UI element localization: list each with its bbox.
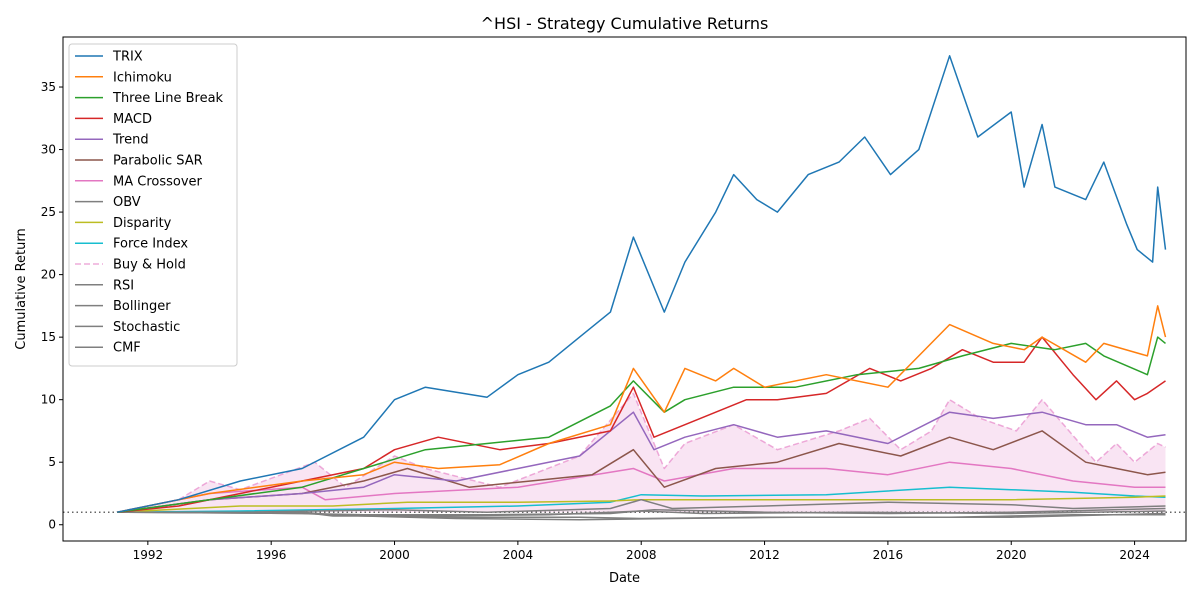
y-tick-label: 5 (48, 455, 56, 469)
legend-label-obv: OBV (113, 195, 141, 210)
legend-label-ichimoku: Ichimoku (113, 70, 172, 85)
series-line-macd (116, 336, 1166, 513)
chart-title: ^HSI - Strategy Cumulative Returns (481, 14, 769, 33)
series-line-parabolic-sar (116, 430, 1166, 513)
series-line-trend (116, 411, 1166, 513)
buy-hold-fill-layer (117, 393, 1166, 513)
y-axis-ticks: 0 5 10 15 20 25 30 35 (41, 80, 63, 532)
legend-label-buy-and-hold: Buy & Hold (113, 258, 186, 273)
x-tick-label: 2024 (1119, 548, 1150, 562)
series-line-ichimoku (116, 305, 1167, 513)
legend-label-trend: Trend (112, 133, 149, 148)
legend-label-trix: TRIX (112, 50, 143, 65)
x-tick-label: 1992 (133, 548, 164, 562)
series-line-rsi (117, 510, 1166, 517)
legend-label-parabolic-sar: Parabolic SAR (113, 154, 203, 169)
legend-label-bollinger: Bollinger (113, 299, 171, 314)
y-tick-label: 25 (41, 205, 56, 219)
legend-label-cmf: CMF (113, 341, 141, 356)
series-line-obv (117, 498, 1166, 513)
x-axis-label: Date (609, 571, 640, 586)
legend-label-three-line-break: Three Line Break (112, 91, 224, 106)
legend-label-force-index: Force Index (113, 237, 188, 252)
series-line-force-index (116, 486, 1166, 513)
x-tick-label: 1996 (256, 548, 287, 562)
y-tick-label: 0 (48, 518, 56, 532)
legend-label-rsi: RSI (113, 278, 134, 293)
y-tick-label: 10 (41, 393, 56, 407)
plot-frame (62, 36, 1187, 542)
x-tick-label: 2020 (996, 548, 1027, 562)
series-line-trix (116, 55, 1167, 513)
y-tick-label: 35 (41, 80, 56, 94)
x-tick-label: 2008 (626, 548, 657, 562)
x-tick-label: 2000 (379, 548, 410, 562)
x-axis-ticks: 1992 1996 2000 2004 2008 2012 2016 2020 2024 (133, 541, 1150, 562)
x-tick-label: 2012 (749, 548, 780, 562)
y-tick-label: 30 (41, 143, 56, 157)
legend: TRIX Ichimoku Three Line Break MACD Trend Par… (68, 43, 238, 367)
x-tick-label: 2016 (873, 548, 904, 562)
x-tick-label: 2004 (503, 548, 534, 562)
legend-label-ma-crossover: MA Crossover (113, 174, 203, 189)
y-axis-label: Cumulative Return (14, 228, 29, 349)
legend-box (68, 43, 238, 367)
y-tick-label: 15 (41, 330, 56, 344)
buy-hold-fill-area (117, 393, 1166, 513)
legend-label-disparity: Disparity (113, 216, 172, 231)
legend-label-stochastic: Stochastic (113, 320, 180, 335)
series-line-three-line-break (116, 336, 1166, 513)
y-tick-label: 20 (41, 268, 56, 282)
legend-label-macd: MACD (113, 112, 152, 127)
series-layer (116, 55, 1167, 521)
